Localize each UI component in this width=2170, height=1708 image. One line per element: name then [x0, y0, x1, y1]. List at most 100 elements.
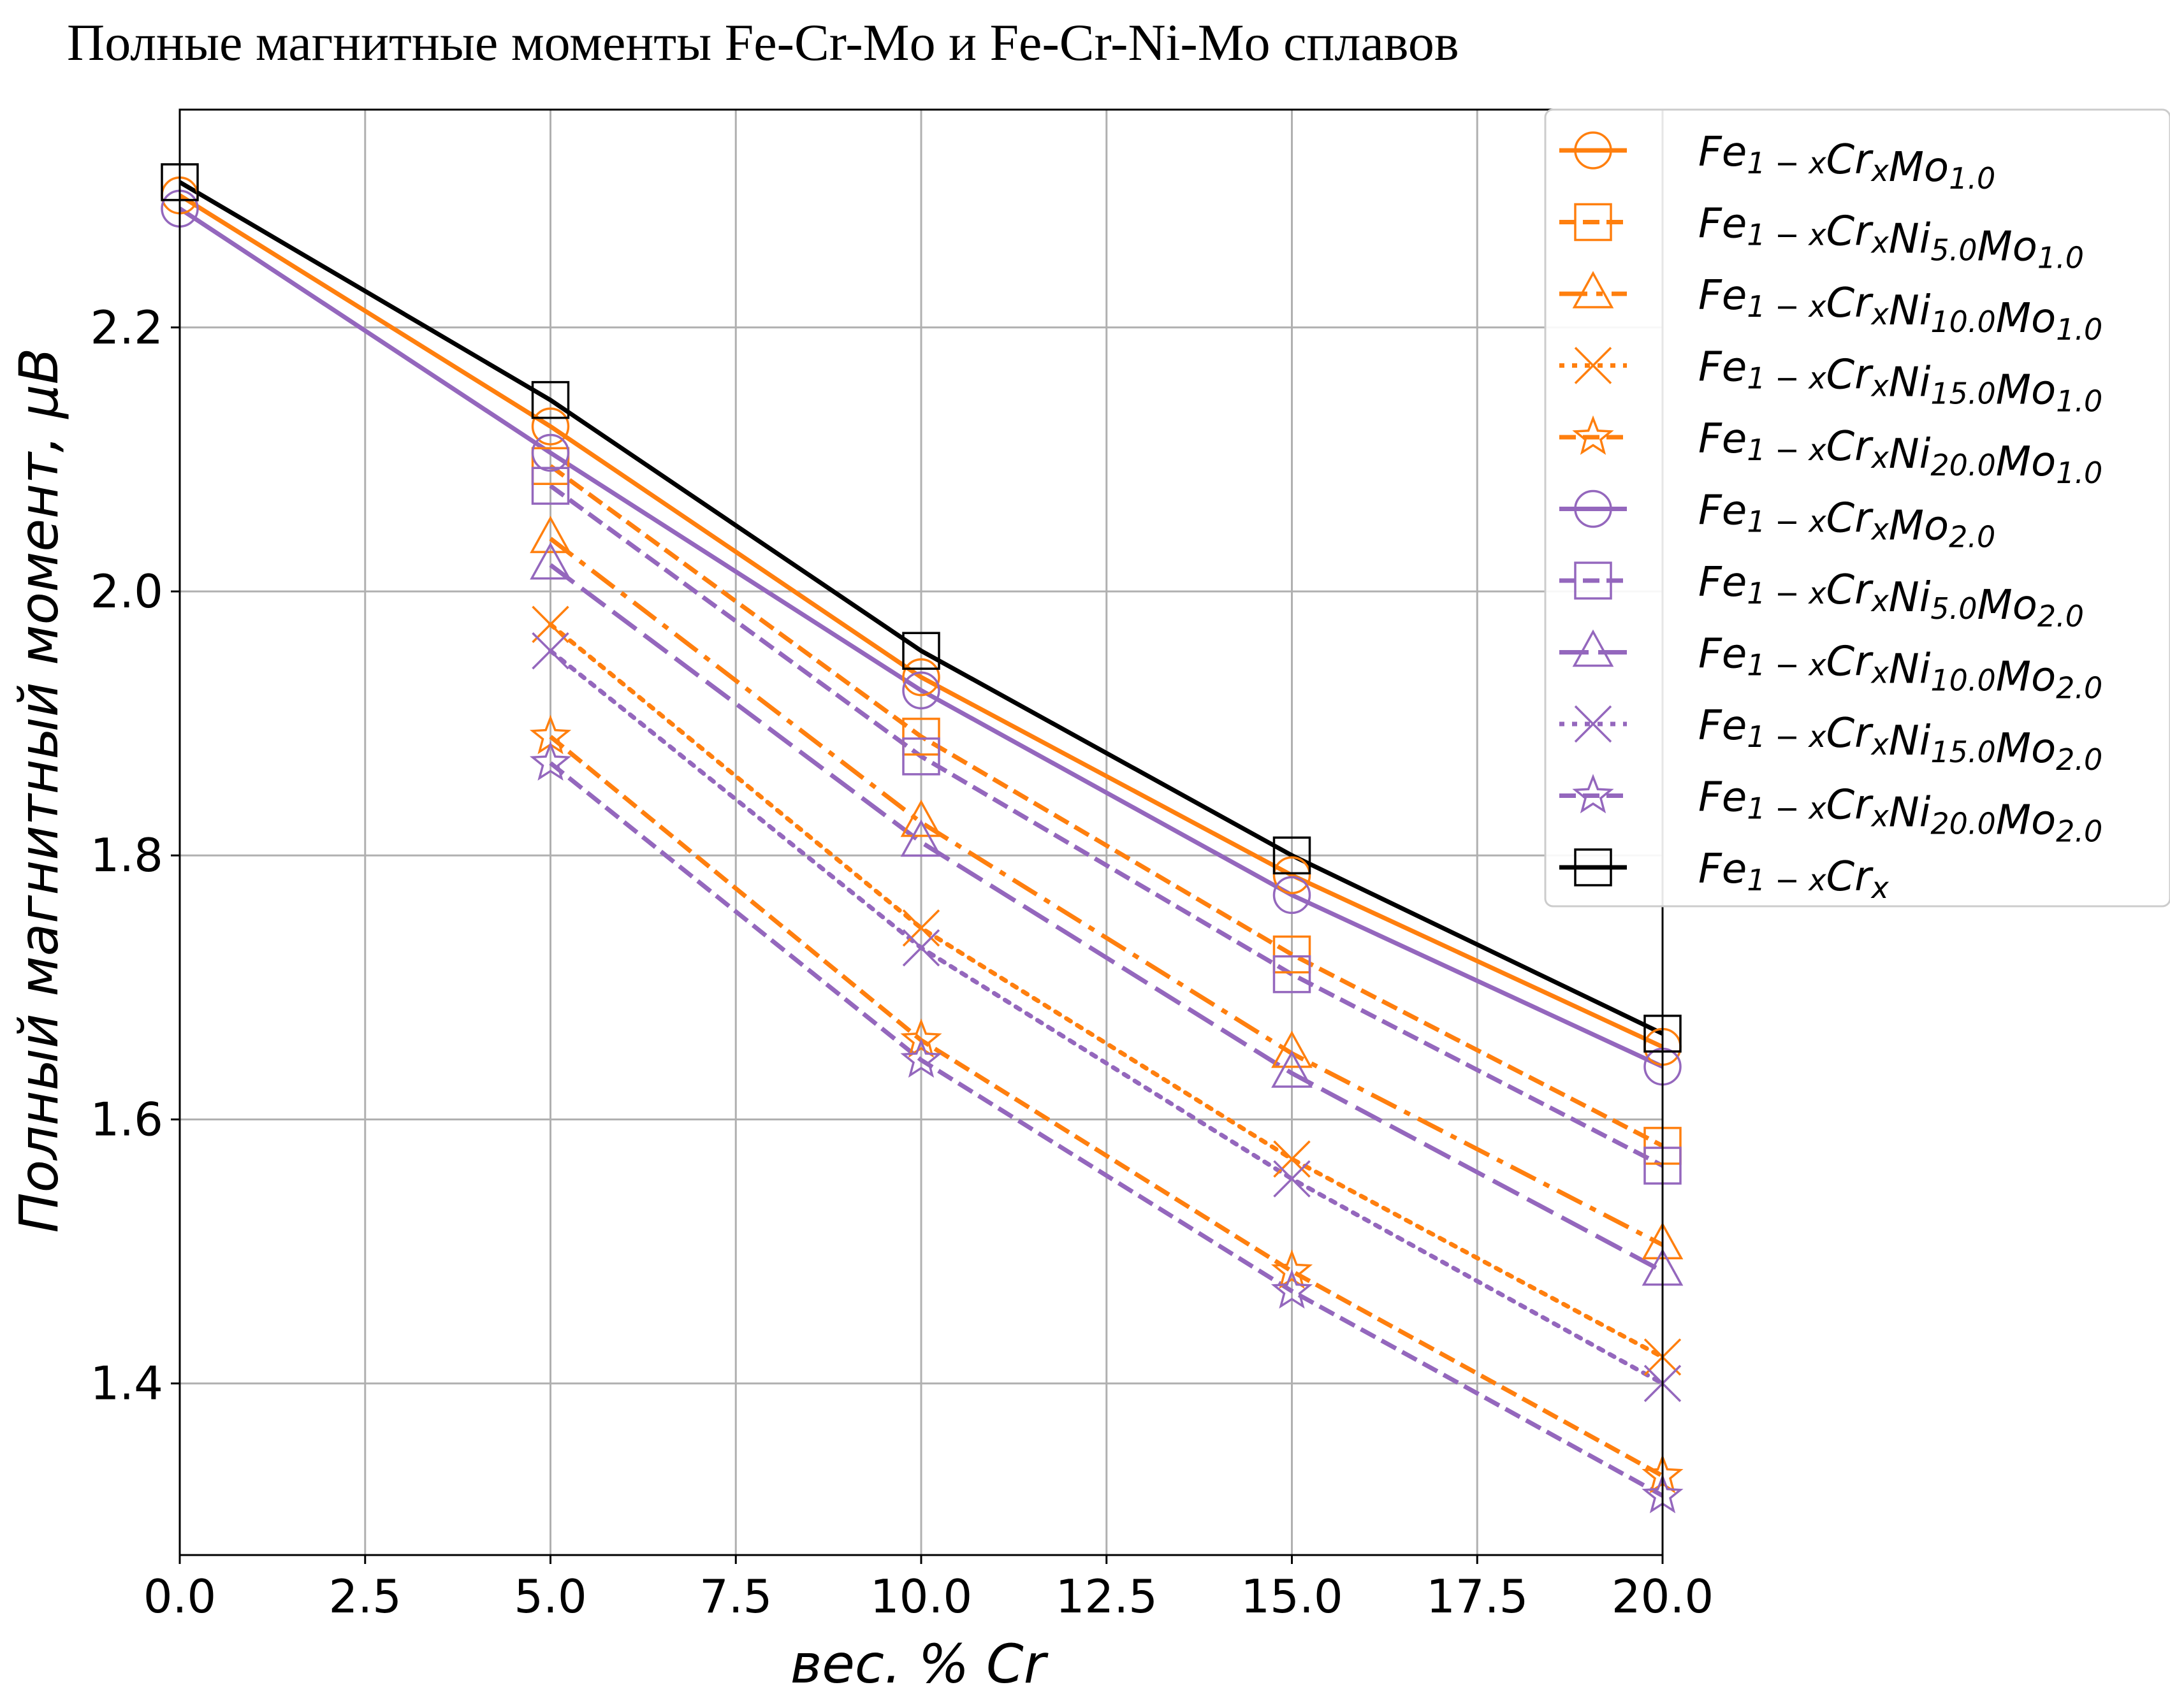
legend-cr: Cr — [1826, 710, 1874, 757]
data-point-3-1 — [902, 909, 940, 947]
legend-label-8: Fe1 − xCrxNi15.0Mo2.0 — [1698, 702, 2102, 777]
y-tick-label: 1.4 — [90, 1357, 163, 1410]
data-point-4-2 — [1271, 1249, 1313, 1289]
legend-fe: Fe — [1698, 846, 1747, 893]
legend-cr: Cr — [1826, 782, 1874, 829]
series-line-9 — [549, 761, 1663, 1498]
legend-ni: Ni — [1889, 646, 1931, 693]
y-tick-label: 1.6 — [90, 1092, 163, 1146]
series-line-8 — [548, 648, 1663, 1386]
x-tick-label: 17.5 — [1426, 1570, 1528, 1623]
legend-ni-sub: 15.0 — [1930, 735, 1995, 769]
legend-ni: Ni — [1889, 216, 1931, 263]
x-tick-label: 12.5 — [1056, 1570, 1158, 1623]
legend-fe-sub: 1 − x — [1747, 433, 1826, 467]
legend-cr-sub: x — [1870, 154, 1889, 188]
x-tick-label: 10.0 — [870, 1570, 972, 1623]
legend-marker-3 — [1574, 347, 1612, 384]
legend-cr-sub: x — [1870, 369, 1889, 403]
legend-fe-sub: 1 − x — [1747, 648, 1826, 683]
legend-cr: Cr — [1826, 423, 1874, 470]
data-point-2-2 — [1271, 1031, 1313, 1068]
legend-cr-sub: x — [1870, 727, 1889, 762]
legend-ni: Ni — [1889, 431, 1931, 478]
legend-mo: Mo — [1977, 582, 2037, 629]
legend-fe: Fe — [1698, 559, 1747, 606]
legend-marker-2 — [1572, 271, 1614, 308]
legend-cr: Cr — [1826, 853, 1874, 901]
legend-mo-sub: 2.0 — [2056, 814, 2102, 849]
legend-label-9: Fe1 − xCrxNi20.0Mo2.0 — [1698, 774, 2102, 849]
data-point-10-0 — [161, 163, 199, 201]
legend-fe-sub: 1 − x — [1747, 361, 1826, 396]
data-point-0-1 — [531, 407, 570, 445]
data-point-6-3 — [1643, 1147, 1682, 1185]
legend-ni-sub: 20.0 — [1930, 448, 1995, 482]
legend-mo: Mo — [1996, 367, 2056, 414]
grid-lines — [178, 110, 1664, 1555]
legend-mo: Mo — [1996, 654, 2056, 701]
legend-fe-sub: 1 − x — [1747, 289, 1826, 324]
legend-mo-sub: 1.0 — [2056, 312, 2102, 347]
y-tick-label: 2.0 — [90, 565, 163, 618]
series-lines — [180, 180, 1663, 1498]
legend-fe: Fe — [1698, 344, 1747, 391]
legend-cr-sub: x — [1870, 297, 1889, 331]
legend-marker-9 — [1572, 774, 1614, 814]
legend-cr: Cr — [1826, 208, 1874, 256]
legend-mo: Mo — [1996, 725, 2056, 772]
legend-ni: Ni — [1889, 718, 1931, 765]
legend-cr-sub: x — [1870, 871, 1889, 905]
series-line-2 — [549, 537, 1663, 1247]
x-tick-label: 7.5 — [699, 1570, 773, 1623]
legend-mo: Mo — [1889, 144, 1949, 191]
legend-fe: Fe — [1698, 129, 1747, 176]
data-point-6-2 — [1272, 955, 1311, 994]
x-tick-label: 20.0 — [1612, 1570, 1714, 1623]
y-axis-label: Полный магнитный момент, μB — [8, 348, 70, 1233]
legend-mo-sub: 1.0 — [2056, 384, 2102, 419]
series-line-0 — [180, 193, 1663, 1049]
data-point-0-2 — [902, 658, 940, 697]
legend-mo: Mo — [1996, 438, 2056, 486]
legend-mo-sub: 2.0 — [2056, 742, 2102, 777]
data-point-8-1 — [902, 929, 940, 967]
legend-fe: Fe — [1698, 774, 1747, 821]
y-tick-label: 1.8 — [90, 829, 163, 882]
legend-fe: Fe — [1698, 272, 1747, 319]
legend-label-10: Fe1 − xCrx — [1698, 846, 1889, 905]
legend-ni: Ni — [1889, 790, 1931, 837]
x-tick-label: 5.0 — [514, 1570, 587, 1623]
legend-marker-10 — [1574, 848, 1612, 887]
legend-mo-sub: 2.0 — [2037, 599, 2084, 633]
legend-cr: Cr — [1826, 495, 1874, 542]
legend-ni-sub: 5.0 — [1930, 591, 1977, 626]
data-point-10-3 — [1272, 836, 1311, 874]
legend-fe-sub: 1 − x — [1747, 505, 1826, 539]
data-point-7-0 — [530, 542, 571, 580]
data-point-5-1 — [531, 433, 570, 472]
legend-cr: Cr — [1826, 136, 1874, 184]
legend-cr-sub: x — [1870, 584, 1889, 618]
x-tick-label: 0.0 — [143, 1570, 217, 1623]
legend-mo-sub: 1.0 — [2037, 241, 2084, 275]
legend-mo: Mo — [1996, 797, 2056, 844]
data-point-6-0 — [531, 467, 570, 505]
legend-fe: Fe — [1698, 631, 1747, 678]
data-point-5-2 — [902, 671, 940, 710]
legend-fe-sub: 1 − x — [1747, 218, 1826, 252]
data-point-10-1 — [531, 380, 570, 419]
legend-ni: Ni — [1889, 574, 1931, 621]
legend-marker-7 — [1572, 629, 1614, 667]
legend-label-0: Fe1 − xCrxMo1.0 — [1698, 129, 1995, 196]
data-point-10-2 — [902, 632, 940, 670]
legend-label-4: Fe1 − xCrxNi20.0Mo1.0 — [1698, 416, 2102, 490]
data-point-9-1 — [900, 1038, 942, 1078]
data-point-2-1 — [900, 799, 942, 837]
x-axis-label: вес. % Cr — [790, 1633, 1049, 1695]
legend-cr-sub: x — [1870, 799, 1889, 834]
series-line-4 — [549, 735, 1663, 1478]
legend-label-6: Fe1 − xCrxNi5.0Mo2.0 — [1698, 559, 2084, 633]
